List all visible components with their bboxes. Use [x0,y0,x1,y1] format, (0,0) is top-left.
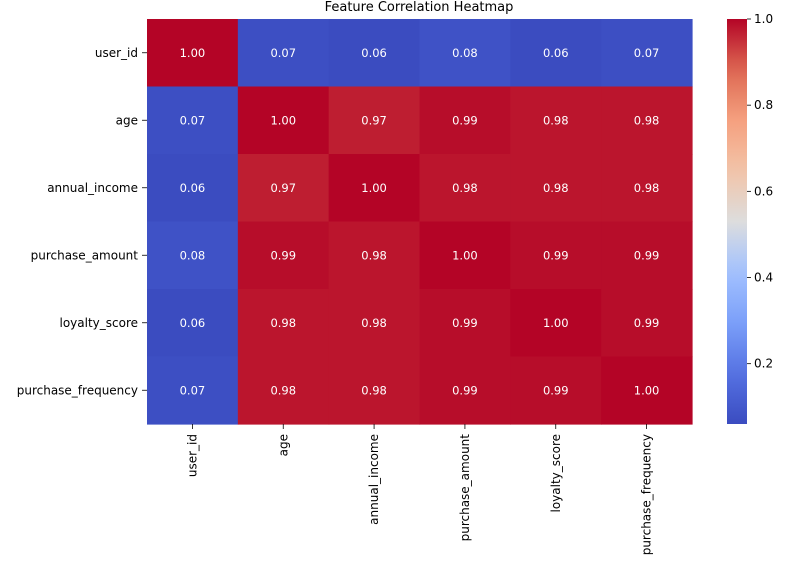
heatmap-cell-loyalty_score-user_id [147,289,239,358]
heatmap-cell-age-purchase_frequency [601,86,693,155]
colorbar-gradient [727,19,747,424]
cell-value-age-age: 1.00 [270,113,296,127]
heatmap-cell-loyalty_score-loyalty_score [510,289,602,358]
cell-value-purchase_amount-age: 0.99 [270,248,296,262]
heatmap-cell-purchase_amount-purchase_frequency [601,221,693,290]
column-labels: user_id age annual_income purchase_amount lo… [185,424,654,555]
cell-value-age-purchase_frequency: 0.98 [634,113,660,127]
chart-title: Feature Correlation Heatmap [325,0,514,15]
cell-value-purchase_frequency-loyalty_score: 0.99 [543,383,569,397]
cell-value-annual_income-purchase_frequency: 0.98 [634,181,660,195]
heatmap-cell-age-loyalty_score [510,86,602,155]
cell-value-user_id-purchase_amount: 0.08 [452,46,478,60]
cell-value-purchase_amount-annual_income: 0.98 [361,248,387,262]
heatmap-cell-annual_income-loyalty_score [510,154,602,223]
cell-value-age-user_id: 0.07 [180,113,206,127]
column-label-age: age [276,434,290,456]
cell-value-annual_income-annual_income: 1.00 [361,181,387,195]
colorbar-tick-label-0.4: 0.4 [754,271,773,285]
heatmap-cells [147,19,693,425]
heatmap-cell-age-age [237,86,330,155]
cell-value-user_id-purchase_frequency: 0.07 [634,46,660,60]
heatmap-cell-loyalty_score-purchase_frequency [601,289,693,358]
row-label-annual_income: annual_income [47,181,138,195]
heatmap-cell-purchase_frequency-loyalty_score [510,356,602,425]
column-label-purchase_amount: purchase_amount [458,434,472,542]
row-label-purchase_amount: purchase_amount [31,248,139,262]
heatmap-cell-annual_income-annual_income [328,154,421,223]
cell-value-user_id-annual_income: 0.06 [361,46,387,60]
cell-value-age-purchase_amount: 0.99 [452,113,478,127]
heatmap-cell-user_id-user_id [147,19,239,88]
cell-value-age-annual_income: 0.97 [361,113,387,127]
heatmap-cell-purchase_frequency-age [237,356,330,425]
cell-value-purchase_frequency-user_id: 0.07 [180,383,206,397]
cell-value-purchase_frequency-purchase_frequency: 1.00 [634,383,660,397]
row-label-user_id: user_id [95,46,138,60]
colorbar-tick-label-0.8: 0.8 [754,98,773,112]
cell-value-purchase_frequency-age: 0.98 [270,383,296,397]
heatmap-cell-user_id-annual_income [328,19,421,88]
heatmap-cell-annual_income-age [237,154,330,223]
heatmap-cell-purchase_amount-age [237,221,330,290]
cell-value-user_id-user_id: 1.00 [180,46,206,60]
cell-value-annual_income-loyalty_score: 0.98 [543,181,569,195]
heatmap-cell-annual_income-purchase_frequency [601,154,693,223]
colorbar-tick-label-0.6: 0.6 [754,184,773,198]
heatmap-cell-annual_income-user_id [147,154,239,223]
heatmap-cell-loyalty_score-annual_income [328,289,421,358]
heatmap-cell-age-user_id [147,86,239,155]
heatmap-cell-loyalty_score-purchase_amount [419,289,511,358]
row-label-loyalty_score: loyalty_score [59,316,138,330]
heatmap-annotations: 1.00 0.07 0.06 0.08 0.06 0.07 0.07 1.00 0.97 0.99… [180,46,660,398]
cell-value-user_id-age: 0.07 [270,46,296,60]
cell-value-age-loyalty_score: 0.98 [543,113,569,127]
column-label-loyalty_score: loyalty_score [549,434,563,513]
heatmap-cell-age-annual_income [328,86,421,155]
column-label-user_id: user_id [185,434,199,477]
cell-value-loyalty_score-annual_income: 0.98 [361,316,387,330]
colorbar-tick-label-1.0: 1.0 [754,12,773,26]
heatmap-cell-user_id-purchase_amount [419,19,511,88]
cell-value-loyalty_score-purchase_frequency: 0.99 [634,316,660,330]
cell-value-purchase_frequency-annual_income: 0.98 [361,383,387,397]
heatmap-cell-annual_income-purchase_amount [419,154,511,223]
cell-value-purchase_frequency-purchase_amount: 0.99 [452,383,478,397]
heatmap-cell-user_id-purchase_frequency [601,19,693,88]
cell-value-annual_income-age: 0.97 [270,181,296,195]
heatmap-cell-purchase_amount-user_id [147,221,239,290]
colorbar-tick-label-0.2: 0.2 [754,357,773,371]
heatmap-cell-age-purchase_amount [419,86,511,155]
heatmap-cell-purchase_amount-purchase_amount [419,221,511,290]
cell-value-loyalty_score-loyalty_score: 1.00 [543,316,569,330]
heatmap-cell-purchase_frequency-annual_income [328,356,421,425]
heatmap-cell-purchase_frequency-purchase_frequency [601,356,693,425]
cell-value-purchase_amount-user_id: 0.08 [180,248,206,262]
cell-value-purchase_amount-loyalty_score: 0.99 [543,248,569,262]
cell-value-purchase_amount-purchase_frequency: 0.99 [634,248,660,262]
cell-value-annual_income-purchase_amount: 0.98 [452,181,478,195]
cell-value-loyalty_score-user_id: 0.06 [180,316,206,330]
heatmap-cell-purchase_frequency-purchase_amount [419,356,511,425]
column-label-annual_income: annual_income [367,434,381,525]
column-label-purchase_frequency: purchase_frequency [640,434,654,555]
row-label-age: age [116,113,138,127]
cell-value-loyalty_score-purchase_amount: 0.99 [452,316,478,330]
colorbar: 0.2 0.4 0.6 0.8 1.0 [727,12,773,424]
cell-value-user_id-loyalty_score: 0.06 [543,46,569,60]
heatmap-cell-purchase_amount-annual_income [328,221,421,290]
heatmap-cell-user_id-loyalty_score [510,19,602,88]
row-label-purchase_frequency: purchase_frequency [17,383,138,397]
heatmap-cell-user_id-age [237,19,330,88]
cell-value-annual_income-user_id: 0.06 [180,181,206,195]
heatmap-cell-purchase_amount-loyalty_score [510,221,602,290]
heatmap-cell-loyalty_score-age [237,289,330,358]
cell-value-loyalty_score-age: 0.98 [270,316,296,330]
cell-value-purchase_amount-purchase_amount: 1.00 [452,248,478,262]
heatmap-cell-purchase_frequency-user_id [147,356,239,425]
